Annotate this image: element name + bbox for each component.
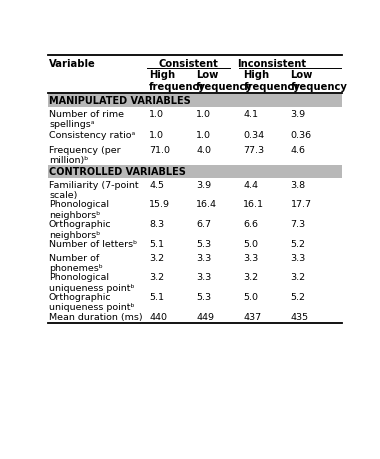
- Text: Orthographic
neighborsᵇ: Orthographic neighborsᵇ: [49, 220, 112, 239]
- Text: 5.3: 5.3: [196, 240, 211, 249]
- Text: 5.2: 5.2: [290, 240, 306, 249]
- Text: 5.2: 5.2: [290, 292, 306, 302]
- Text: 5.1: 5.1: [149, 292, 164, 302]
- Text: 4.6: 4.6: [290, 146, 306, 155]
- Text: 3.9: 3.9: [290, 110, 306, 118]
- Text: 15.9: 15.9: [149, 200, 170, 209]
- Text: 5.0: 5.0: [243, 240, 258, 249]
- Text: 16.4: 16.4: [196, 200, 217, 209]
- Text: Low
frequency: Low frequency: [196, 70, 253, 91]
- Text: 5.0: 5.0: [243, 292, 258, 302]
- Text: 3.3: 3.3: [196, 253, 212, 262]
- Text: 6.7: 6.7: [196, 220, 211, 229]
- Text: Number of lettersᵇ: Number of lettersᵇ: [49, 240, 137, 249]
- Text: 3.3: 3.3: [290, 253, 306, 262]
- Text: Number of
phonemesᵇ: Number of phonemesᵇ: [49, 253, 103, 272]
- Text: 3.2: 3.2: [290, 273, 306, 282]
- Text: 3.3: 3.3: [243, 253, 259, 262]
- Text: 4.5: 4.5: [149, 180, 164, 189]
- Text: 435: 435: [290, 313, 309, 321]
- Text: 3.2: 3.2: [149, 253, 164, 262]
- Bar: [48, 165, 342, 179]
- Text: 17.7: 17.7: [290, 200, 312, 209]
- Text: Familiarity (7-point
scale): Familiarity (7-point scale): [49, 180, 139, 199]
- Text: CONTROLLED VARIABLES: CONTROLLED VARIABLES: [49, 167, 186, 177]
- Text: 3.2: 3.2: [149, 273, 164, 282]
- Text: High
frequency: High frequency: [149, 70, 206, 91]
- Text: 3.2: 3.2: [243, 273, 258, 282]
- Text: 5.1: 5.1: [149, 240, 164, 249]
- Text: Consistency ratioᵃ: Consistency ratioᵃ: [49, 131, 135, 140]
- Text: 0.34: 0.34: [243, 131, 264, 140]
- Text: 1.0: 1.0: [149, 131, 164, 140]
- Text: Phonological
neighborsᵇ: Phonological neighborsᵇ: [49, 200, 109, 219]
- Text: MANIPULATED VARIABLES: MANIPULATED VARIABLES: [49, 96, 191, 106]
- Text: 437: 437: [243, 313, 261, 321]
- Text: 4.0: 4.0: [196, 146, 211, 155]
- Text: 71.0: 71.0: [149, 146, 170, 155]
- Text: Low
frequency: Low frequency: [290, 70, 347, 91]
- Text: 5.3: 5.3: [196, 292, 211, 302]
- Text: 440: 440: [149, 313, 167, 321]
- Text: Orthographic
uniqueness pointᵇ: Orthographic uniqueness pointᵇ: [49, 292, 135, 312]
- Text: 3.9: 3.9: [196, 180, 211, 189]
- Text: Consistent: Consistent: [159, 59, 219, 68]
- Text: 7.3: 7.3: [290, 220, 306, 229]
- Text: Frequency (per
million)ᵇ: Frequency (per million)ᵇ: [49, 146, 120, 165]
- Text: 16.1: 16.1: [243, 200, 264, 209]
- Text: 3.8: 3.8: [290, 180, 306, 189]
- Text: Variable: Variable: [49, 59, 96, 68]
- Text: 1.0: 1.0: [196, 110, 211, 118]
- Text: 1.0: 1.0: [196, 131, 211, 140]
- Text: 1.0: 1.0: [149, 110, 164, 118]
- Text: Mean duration (ms): Mean duration (ms): [49, 313, 142, 321]
- Text: 0.36: 0.36: [290, 131, 312, 140]
- Text: 77.3: 77.3: [243, 146, 264, 155]
- Text: Inconsistent: Inconsistent: [237, 59, 306, 68]
- Text: 4.4: 4.4: [243, 180, 258, 189]
- Text: 449: 449: [196, 313, 214, 321]
- Text: Phonological
uniqueness pointᵇ: Phonological uniqueness pointᵇ: [49, 273, 135, 292]
- Text: 4.1: 4.1: [243, 110, 258, 118]
- Bar: [48, 95, 342, 108]
- Text: 3.3: 3.3: [196, 273, 212, 282]
- Text: 6.6: 6.6: [243, 220, 258, 229]
- Text: 8.3: 8.3: [149, 220, 164, 229]
- Text: High
frequency: High frequency: [243, 70, 300, 91]
- Text: Number of rime
spellingsᵃ: Number of rime spellingsᵃ: [49, 110, 124, 129]
